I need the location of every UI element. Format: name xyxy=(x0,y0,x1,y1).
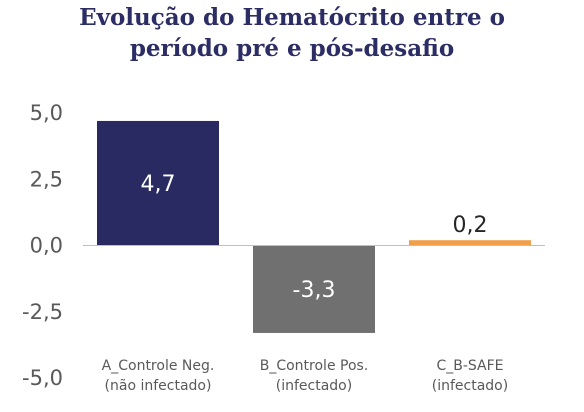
chart-title-line-2: período pré e pós-desafio xyxy=(129,35,455,62)
y-tick-label: 2,5 xyxy=(30,167,63,191)
category-label: C_B-SAFE xyxy=(436,358,503,374)
bar xyxy=(409,240,531,246)
data-label: -3,3 xyxy=(293,278,336,303)
category-label: B_Controle Pos. xyxy=(260,358,369,374)
category-label: A_Controle Neg. xyxy=(102,358,215,374)
chart-title-line-1: Evolução do Hematócrito entre o xyxy=(79,4,505,31)
bar xyxy=(253,245,375,333)
category-label: (infectado) xyxy=(432,378,508,394)
data-label: 0,2 xyxy=(453,213,488,238)
data-label: 4,7 xyxy=(141,172,176,197)
category-label: (não infectado) xyxy=(105,378,212,394)
bar xyxy=(97,120,219,246)
y-tick-label: 5,0 xyxy=(30,101,63,125)
category-label: (infectado) xyxy=(276,378,352,394)
y-tick-label: 0,0 xyxy=(30,234,63,258)
chart-title: Evolução do Hematócrito entre o período … xyxy=(0,2,584,64)
y-tick-label: -5,0 xyxy=(22,366,63,390)
y-tick-label: -2,5 xyxy=(22,300,63,324)
